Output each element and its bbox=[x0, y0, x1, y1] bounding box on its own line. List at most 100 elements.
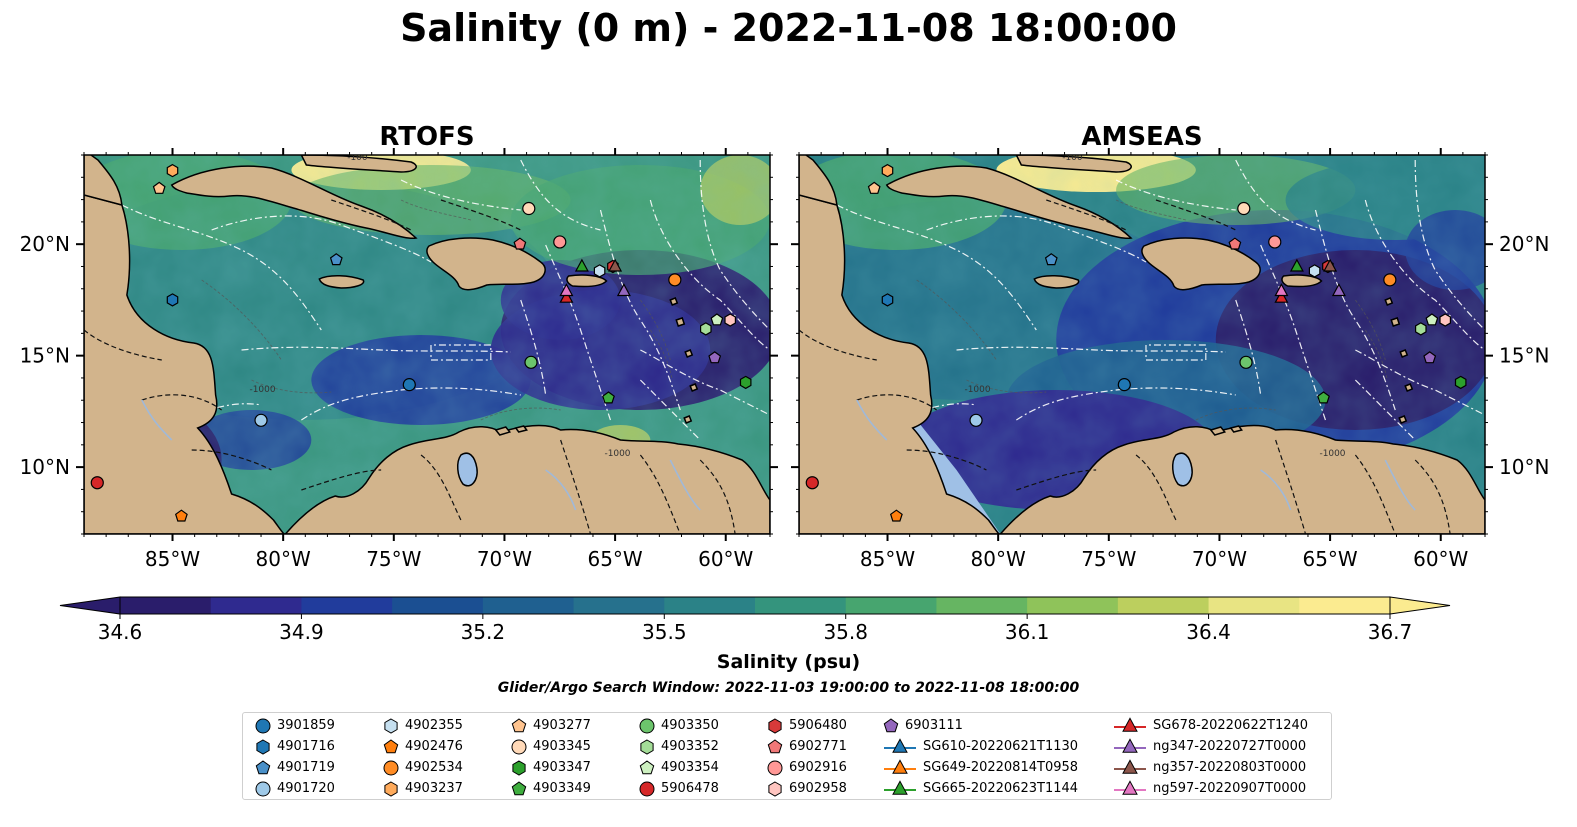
legend-label: 4903354 bbox=[661, 759, 719, 775]
marker-ng597-20220907T0000 bbox=[1274, 283, 1289, 297]
triangle-marker-icon bbox=[1114, 738, 1146, 753]
legend-item: 6902958 bbox=[767, 778, 847, 798]
pentagon-marker-icon bbox=[255, 760, 271, 775]
colorbar-segment bbox=[936, 597, 1028, 614]
colorbar-segment bbox=[482, 597, 575, 614]
legend-label: 4903350 bbox=[661, 717, 719, 733]
legend-label: 4903345 bbox=[533, 738, 591, 754]
colorbar-segment bbox=[1299, 597, 1391, 614]
legend-label: ng347-20220727T0000 bbox=[1153, 738, 1307, 754]
legend-item: 4903347 bbox=[511, 757, 591, 777]
colorbar-segment bbox=[392, 597, 484, 614]
marker-6902958 bbox=[1439, 313, 1452, 327]
marker-4903347 bbox=[1454, 375, 1467, 390]
marker-4902534 bbox=[668, 273, 682, 287]
colorbar-segment bbox=[1117, 597, 1210, 614]
marker-4901719 bbox=[329, 253, 343, 266]
legend-label: ng597-20220907T0000 bbox=[1153, 780, 1307, 796]
legend-label: 3901859 bbox=[277, 717, 335, 733]
legend-item: ng357-20220803T0000 bbox=[1113, 757, 1306, 777]
marker-SG678-20220622T1240 bbox=[1274, 289, 1289, 303]
legend-label: SG610-20220621T1130 bbox=[923, 738, 1079, 754]
lat-tick-label: 15°N bbox=[20, 344, 70, 368]
colorbar-segment bbox=[845, 597, 938, 614]
legend-item: 4903354 bbox=[639, 757, 719, 777]
marker-4901719 bbox=[1044, 253, 1058, 266]
colorbar-segment bbox=[755, 597, 847, 614]
colorbar-segment bbox=[301, 597, 393, 614]
hexagon-marker-icon bbox=[256, 739, 270, 755]
legend-item: ng347-20220727T0000 bbox=[1113, 736, 1306, 756]
colorbar-tick-label: 35.2 bbox=[461, 620, 506, 644]
marker-4902355 bbox=[593, 264, 606, 278]
map-panel-rtofs: -100 -1000 -1000 bbox=[84, 155, 770, 534]
legend-label: 4903349 bbox=[533, 780, 591, 796]
legend-item: 4903350 bbox=[639, 715, 719, 735]
marker-6902916 bbox=[553, 235, 567, 249]
marker-4903237 bbox=[881, 163, 894, 178]
legend: 3901859 4901716 4901719 4901720 4902355 49024… bbox=[242, 712, 1332, 800]
legend-label: 6902771 bbox=[789, 738, 847, 754]
marker-4902476 bbox=[889, 509, 903, 522]
legend-item: 4903277 bbox=[511, 715, 591, 735]
legend-item: 4902476 bbox=[383, 736, 463, 756]
legend-item: 4903352 bbox=[639, 736, 719, 756]
marker-6902771 bbox=[513, 237, 527, 250]
marker-4902355 bbox=[1308, 264, 1321, 278]
legend-label: 5906480 bbox=[789, 717, 847, 733]
lat-tick-label: 10°N bbox=[1499, 455, 1549, 479]
legend-label: 4901720 bbox=[277, 780, 335, 796]
panel-title-rtofs: RTOFS bbox=[379, 122, 474, 152]
lon-tick-label: 85°W bbox=[860, 547, 915, 571]
marker-4903347 bbox=[739, 375, 752, 390]
marker-4903354 bbox=[1425, 313, 1439, 326]
colorbar-segment bbox=[120, 597, 212, 614]
lon-tick-label: 65°W bbox=[587, 547, 642, 571]
marker-6902916 bbox=[1268, 235, 1282, 249]
legend-item: 3901859 bbox=[255, 715, 335, 735]
legend-label: SG665-20220623T1144 bbox=[923, 780, 1079, 796]
colorbar-segment bbox=[210, 597, 303, 614]
colorbar-extend-high bbox=[1389, 596, 1451, 615]
marker-ng347-20220727T0000 bbox=[1331, 283, 1346, 297]
lon-tick-label: 80°W bbox=[971, 547, 1026, 571]
circle-marker-icon bbox=[639, 781, 655, 797]
lon-tick-label: 65°W bbox=[1302, 547, 1357, 571]
legend-item: SG665-20220623T1144 bbox=[883, 778, 1078, 798]
marker-6903111 bbox=[708, 351, 722, 364]
legend-label: 4902355 bbox=[405, 717, 463, 733]
triangle-marker-icon bbox=[884, 780, 916, 795]
colorbar-tick-label: 36.1 bbox=[1005, 620, 1050, 644]
pentagon-marker-icon bbox=[767, 739, 783, 754]
pentagon-marker-icon bbox=[383, 739, 399, 754]
legend-item: 4903345 bbox=[511, 736, 591, 756]
legend-label: 4903237 bbox=[405, 780, 463, 796]
legend-item: 5906480 bbox=[767, 715, 847, 735]
lat-tick-label: 10°N bbox=[20, 455, 70, 479]
marker-6902771 bbox=[1228, 237, 1242, 250]
legend-label: 4903352 bbox=[661, 738, 719, 754]
marker-4901720 bbox=[254, 413, 268, 427]
hexagon-marker-icon bbox=[768, 781, 782, 797]
marker-ng357-20220803T0000 bbox=[1323, 258, 1338, 272]
legend-label: 4901716 bbox=[277, 738, 335, 754]
marker-4903354 bbox=[710, 313, 724, 326]
legend-label: 4903277 bbox=[533, 717, 591, 733]
triangle-marker-icon bbox=[884, 738, 916, 753]
legend-item: 6902771 bbox=[767, 736, 847, 756]
circle-marker-icon bbox=[255, 718, 271, 734]
hexagon-marker-icon bbox=[384, 781, 398, 797]
legend-item: SG678-20220622T1240 bbox=[1113, 715, 1308, 735]
marker-4903349 bbox=[1317, 391, 1330, 404]
colorbar-segment bbox=[1027, 597, 1119, 614]
marker-4903350 bbox=[1239, 355, 1253, 369]
legend-item: ng597-20220907T0000 bbox=[1113, 778, 1306, 798]
lon-tick-label: 60°W bbox=[1413, 547, 1468, 571]
triangle-marker-icon bbox=[884, 759, 916, 774]
marker-4901720 bbox=[969, 413, 983, 427]
legend-label: 4902534 bbox=[405, 759, 463, 775]
map-panel-amseas: -100 -1000 -1000 bbox=[799, 155, 1485, 534]
colorbar-tick-label: 36.4 bbox=[1186, 620, 1231, 644]
legend-item: 4901719 bbox=[255, 757, 335, 777]
lat-tick-label: 15°N bbox=[1499, 344, 1549, 368]
